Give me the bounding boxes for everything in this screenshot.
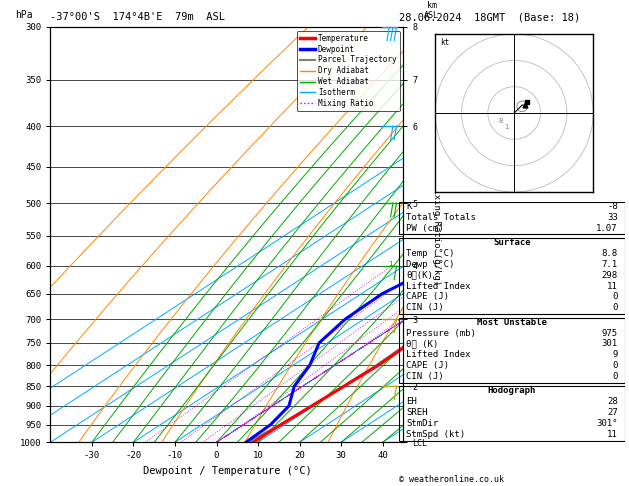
Text: 0: 0 bbox=[613, 361, 618, 370]
Text: 11: 11 bbox=[607, 430, 618, 439]
Text: CAPE (J): CAPE (J) bbox=[406, 293, 449, 301]
Text: 9: 9 bbox=[613, 350, 618, 360]
Text: 7.1: 7.1 bbox=[602, 260, 618, 269]
Text: Lifted Index: Lifted Index bbox=[406, 281, 470, 291]
Text: kt: kt bbox=[440, 37, 450, 47]
Text: 0: 0 bbox=[613, 303, 618, 312]
Text: CIN (J): CIN (J) bbox=[406, 303, 444, 312]
Bar bbox=[399, 202, 625, 235]
Text: 33: 33 bbox=[607, 213, 618, 222]
Text: SREH: SREH bbox=[406, 408, 428, 417]
Text: Totals Totals: Totals Totals bbox=[406, 213, 476, 222]
Text: 28: 28 bbox=[607, 398, 618, 406]
Text: 301°: 301° bbox=[596, 419, 618, 428]
Text: 0: 0 bbox=[613, 293, 618, 301]
Text: 11: 11 bbox=[607, 281, 618, 291]
Text: 27: 27 bbox=[607, 408, 618, 417]
Text: StmDir: StmDir bbox=[406, 419, 438, 428]
Bar bbox=[399, 238, 625, 314]
Bar bbox=[399, 386, 625, 441]
Text: -37°00'S  174°4B'E  79m  ASL: -37°00'S 174°4B'E 79m ASL bbox=[50, 12, 225, 22]
X-axis label: Dewpoint / Temperature (°C): Dewpoint / Temperature (°C) bbox=[143, 466, 311, 476]
Text: Hodograph: Hodograph bbox=[488, 386, 536, 396]
Text: 8: 8 bbox=[498, 118, 503, 124]
Text: Temp (°C): Temp (°C) bbox=[406, 249, 455, 258]
Text: Lifted Index: Lifted Index bbox=[406, 350, 470, 360]
Text: CIN (J): CIN (J) bbox=[406, 372, 444, 382]
Text: Dewp (°C): Dewp (°C) bbox=[406, 260, 455, 269]
Text: 0: 0 bbox=[613, 372, 618, 382]
Text: θᴄ (K): θᴄ (K) bbox=[406, 339, 438, 348]
Text: -8: -8 bbox=[607, 202, 618, 211]
Y-axis label: Mixing Ratio (g/kg): Mixing Ratio (g/kg) bbox=[432, 183, 442, 286]
Text: 298: 298 bbox=[602, 271, 618, 279]
Text: km
ASL: km ASL bbox=[424, 1, 439, 20]
Text: © weatheronline.co.uk: © weatheronline.co.uk bbox=[399, 474, 504, 484]
Text: Pressure (mb): Pressure (mb) bbox=[406, 329, 476, 338]
Text: Surface: Surface bbox=[493, 238, 531, 247]
Text: StmSpd (kt): StmSpd (kt) bbox=[406, 430, 465, 439]
Text: 28.06.2024  18GMT  (Base: 18): 28.06.2024 18GMT (Base: 18) bbox=[399, 12, 581, 22]
Text: CAPE (J): CAPE (J) bbox=[406, 361, 449, 370]
Text: 975: 975 bbox=[602, 329, 618, 338]
Text: θᴄ(K): θᴄ(K) bbox=[406, 271, 433, 279]
Text: hPa: hPa bbox=[15, 11, 33, 20]
Text: 1.07: 1.07 bbox=[596, 224, 618, 233]
Text: 8.8: 8.8 bbox=[602, 249, 618, 258]
Bar bbox=[399, 318, 625, 383]
Text: EH: EH bbox=[406, 398, 417, 406]
Text: 1: 1 bbox=[504, 123, 509, 130]
Text: 1: 1 bbox=[388, 260, 392, 267]
Text: K: K bbox=[406, 202, 411, 211]
Legend: Temperature, Dewpoint, Parcel Trajectory, Dry Adiabat, Wet Adiabat, Isotherm, Mi: Temperature, Dewpoint, Parcel Trajectory… bbox=[297, 31, 399, 111]
Text: 301: 301 bbox=[602, 339, 618, 348]
Text: Most Unstable: Most Unstable bbox=[477, 317, 547, 327]
Text: PW (cm): PW (cm) bbox=[406, 224, 444, 233]
